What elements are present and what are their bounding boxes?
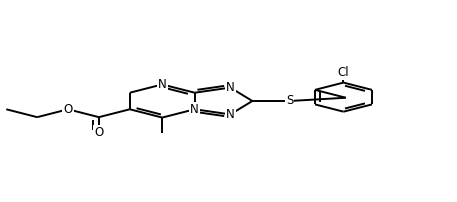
Text: S: S: [286, 95, 293, 107]
Text: N: N: [190, 103, 199, 116]
Text: Cl: Cl: [338, 66, 349, 79]
Text: N: N: [226, 108, 235, 121]
Text: O: O: [64, 103, 73, 116]
Text: O: O: [94, 126, 104, 139]
Text: N: N: [226, 81, 235, 94]
Text: N: N: [158, 78, 167, 91]
